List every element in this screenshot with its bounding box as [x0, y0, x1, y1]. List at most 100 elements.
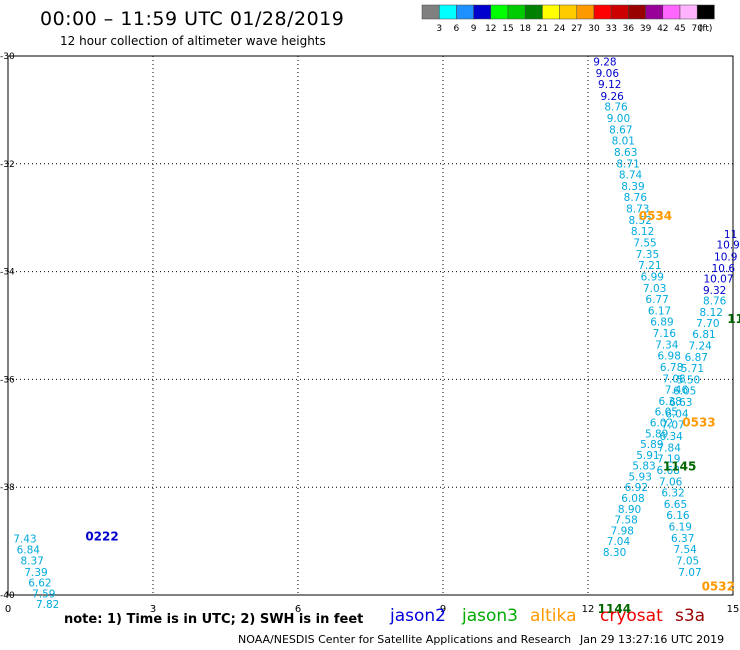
colorbar-swatch: [576, 4, 595, 20]
data-point-jason3: 7.08: [662, 373, 685, 385]
data-point-jason2: 9.26: [600, 91, 624, 103]
chart-title: 00:00 – 11:59 UTC 01/28/2019: [40, 8, 345, 30]
colorbar-label: 39: [640, 24, 652, 34]
footer-note: note: 1) Time is in UTC; 2) SWH is in fe…: [64, 612, 364, 627]
data-point-jason3: 5.93: [629, 471, 652, 483]
data-point-jason3: 8.76: [703, 296, 727, 308]
y-tick-label: -32: [0, 160, 15, 170]
data-point-jason3: 8.01: [612, 136, 635, 148]
time-label-altika: 0532: [702, 579, 735, 593]
data-point-jason3: 6.02: [650, 418, 673, 430]
time-label-jason2: 0222: [85, 530, 118, 544]
data-point-jason3: 6.38: [658, 396, 681, 408]
data-point-jason3: 7.39: [24, 567, 47, 579]
colorbar-label: 21: [537, 24, 548, 34]
data-point-jason3: 5.89: [640, 439, 663, 451]
x-tick-label: 9: [440, 604, 446, 615]
data-point-jason3: 5.71: [681, 363, 704, 375]
x-tick-label: 15: [727, 604, 740, 615]
time-label-altika: 0534: [639, 209, 672, 223]
colorbar-swatch: [524, 4, 543, 20]
data-point-jason3: 6.89: [650, 317, 673, 329]
data-point-jason3: 8.30: [603, 547, 626, 559]
colorbar-swatch: [679, 4, 698, 20]
data-point-jason3: 7.19: [657, 454, 680, 466]
data-point-jason3: 5.50: [677, 374, 700, 386]
colorbar-label: 12: [485, 24, 496, 34]
data-point-jason3: 8.39: [621, 181, 644, 193]
data-point-jason3: 6.99: [641, 271, 664, 283]
x-tick-label: 0: [5, 604, 11, 615]
data-point-jason2: 10.9: [716, 240, 739, 252]
data-point-jason3: 5.91: [636, 450, 659, 462]
data-point-jason3: 6.78: [660, 362, 683, 374]
time-label-s3b: 1144: [598, 602, 631, 616]
data-point-jason3: 8.63: [614, 147, 637, 159]
y-tick-label: -34: [0, 268, 15, 278]
data-point-jason3: 6.04: [665, 408, 689, 420]
data-point-jason3: 6.87: [685, 352, 708, 364]
data-point-jason3: 8.73: [626, 204, 649, 216]
data-point-jason3: 7.07: [661, 420, 684, 432]
data-point-jason3: 7.03: [643, 283, 666, 295]
data-point-jason3: 6.16: [666, 510, 690, 522]
data-point-jason3: 6.63: [669, 397, 692, 409]
colorbar-swatch: [507, 4, 526, 20]
data-point-jason3: 6.98: [658, 351, 681, 363]
colorbar-label: 6: [454, 24, 460, 34]
colorbar-swatch: [628, 4, 646, 20]
data-point-jason3: 6.84: [17, 545, 41, 557]
colorbar-label: 27: [571, 24, 582, 34]
colorbar-label: 33: [605, 24, 616, 34]
data-point-jason2: 9.12: [598, 79, 621, 91]
data-point-jason3: 9.00: [607, 113, 630, 125]
data-point-jason3: 7.55: [633, 237, 656, 249]
data-point-jason3: 7.70: [696, 318, 719, 330]
chart-subtitle: 12 hour collection of altimeter wave hei…: [60, 34, 326, 48]
data-point-jason3: 7.82: [36, 599, 59, 611]
colorbar-label: 36: [623, 24, 635, 34]
data-point-jason2: 11: [724, 229, 737, 241]
colorbar-label: 9: [471, 24, 477, 34]
data-point-jason3: 6.34: [659, 431, 683, 443]
data-point-jason3: 7.43: [13, 533, 36, 545]
data-point-jason3: 8.76: [624, 192, 648, 204]
data-point-jason2: 10.07: [703, 274, 733, 286]
colorbar-swatch: [473, 4, 492, 20]
data-point-jason3: 8.76: [604, 102, 628, 114]
legend-jason3: jason3: [462, 606, 518, 626]
data-point-jason3: 6.08: [621, 493, 644, 505]
x-tick-label: 12: [582, 604, 595, 615]
data-point-jason3: 6.32: [661, 488, 684, 500]
data-point-jason3: 7.58: [614, 515, 637, 527]
data-point-jason2: 9.32: [703, 285, 726, 297]
colorbar-label: 42: [657, 24, 668, 34]
data-point-jason3: 6.81: [692, 329, 715, 341]
colorbar-swatch: [645, 4, 664, 20]
colorbar-label: 30: [588, 24, 600, 34]
credit-text: NOAA/NESDIS Center for Satellite Applica…: [238, 633, 572, 646]
data-point-jason3: 7.54: [673, 544, 697, 556]
data-point-jason3: 6.37: [671, 533, 694, 545]
data-point-jason3: 6.77: [645, 294, 668, 306]
data-point-jason3: 8.52: [629, 215, 652, 227]
data-point-jason2: 9.28: [593, 56, 616, 68]
data-point-jason3: 6.65: [664, 499, 687, 511]
colorbar-swatch: [456, 4, 474, 20]
data-point-jason3: 6.17: [648, 305, 671, 317]
data-point-jason3: 6.19: [669, 522, 692, 534]
time-label-s3b: 1145: [663, 460, 696, 474]
data-point-jason3: 7.35: [636, 249, 659, 261]
data-point-jason3: 6.68: [657, 465, 680, 477]
y-tick-label: -40: [0, 591, 15, 601]
data-point-jason3: 7.04: [607, 536, 631, 548]
data-point-jason2: 9.06: [596, 68, 620, 80]
data-point-jason3: 8.12: [700, 307, 723, 319]
data-point-jason3: 5.83: [632, 461, 655, 473]
data-point-jason3: 8.12: [631, 226, 654, 238]
y-tick-label: -38: [0, 483, 15, 493]
y-tick-label: -36: [0, 375, 15, 385]
data-point-jason3: 7.05: [676, 556, 699, 568]
data-point-jason3: 8.67: [609, 124, 632, 136]
data-point-jason3: 7.98: [611, 525, 634, 537]
